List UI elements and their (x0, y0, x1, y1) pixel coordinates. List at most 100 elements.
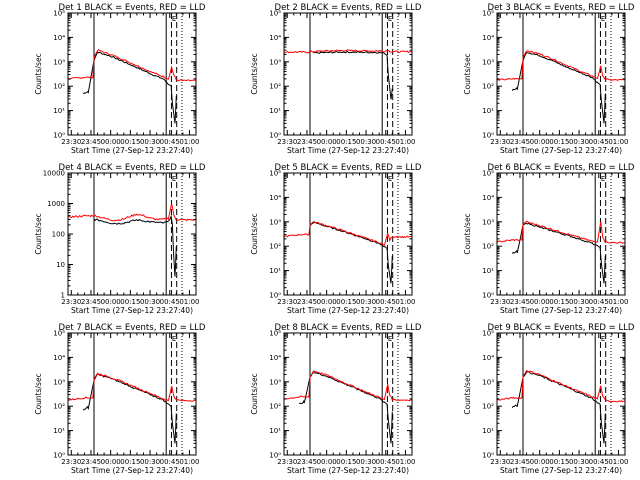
x-axis-label: Start Time (27-Sep-12 23:27:40) (71, 146, 193, 155)
series-group (497, 369, 625, 444)
y-tick-label: 10⁴ (482, 354, 494, 362)
x-tick-label: 00:15 (120, 298, 140, 306)
plot-frame (496, 172, 626, 296)
x-axis-label: Start Time (27-Sep-12 23:27:40) (287, 466, 409, 475)
y-axis-label: Counts/sec (250, 213, 259, 254)
y-tick-label: 10³ (53, 378, 65, 386)
y-tick-label: 10⁰ (53, 132, 65, 140)
y-axis-label: Counts/sec (250, 373, 259, 414)
y-tick-label: 10² (269, 243, 281, 251)
series-line-lld (284, 49, 412, 54)
x-tick-label: 00:45 (589, 138, 609, 146)
series-group (497, 50, 625, 124)
y-tick-label: 10⁴ (269, 354, 281, 362)
y-axis-label: Counts/sec (34, 53, 43, 94)
y-tick-label: 10⁵ (269, 330, 281, 338)
series-line-lld (68, 203, 196, 222)
series-line-events (313, 50, 393, 100)
x-tick-label: 00:30 (569, 458, 589, 466)
plot-frame (283, 332, 413, 456)
x-tick-label: 23:45 (510, 298, 530, 306)
x-tick-label: 01:00 (179, 298, 199, 306)
series-line-lld (68, 372, 196, 402)
series-group (284, 49, 412, 100)
y-tick-label: 10¹ (269, 267, 281, 275)
y-tick-label: 10⁰ (482, 452, 494, 460)
x-axis-label: Start Time (27-Sep-12 23:27:40) (71, 466, 193, 475)
event-flag-label: E (172, 15, 176, 23)
x-tick-label: 01:00 (179, 138, 199, 146)
y-tick-label: 100 (52, 231, 65, 239)
x-tick-label: 00:15 (120, 458, 140, 466)
series-line-lld (68, 49, 196, 82)
chart-panel-4: E 1 10 100 1000 10000 23:30 23:45 00:00 00:15 00:3… (34, 163, 206, 315)
plot-frame (67, 332, 197, 456)
y-tick-label: 10¹ (53, 107, 65, 115)
y-tick-label: 10² (482, 83, 494, 91)
y-tick-label: 10⁵ (269, 170, 281, 178)
y-tick-label: 10⁵ (482, 10, 494, 18)
x-tick-label: 00:00 (317, 138, 337, 146)
x-tick-label: 23:45 (81, 138, 101, 146)
x-tick-label: 01:00 (179, 458, 199, 466)
series-line-lld (497, 220, 625, 245)
event-flag-label: E (388, 175, 392, 183)
x-tick-label: 00:45 (160, 298, 180, 306)
x-axis-label: Start Time (27-Sep-12 23:27:40) (287, 306, 409, 315)
event-flag-label: E (601, 335, 605, 343)
chart-title: Det 9 BLACK = Events, RED = LLD (488, 323, 635, 333)
y-tick-label: 10⁵ (269, 10, 281, 18)
x-tick-label: 00:15 (549, 458, 569, 466)
x-tick-label: 23:45 (297, 138, 317, 146)
series-line-events (82, 373, 177, 444)
plot-frame (496, 12, 626, 136)
x-tick-label: 23:30 (277, 458, 297, 466)
x-tick-label: 00:15 (549, 138, 569, 146)
series-group (68, 372, 196, 444)
y-tick-label: 10⁴ (269, 194, 281, 202)
x-tick-label: 01:00 (395, 138, 415, 146)
y-tick-label: 10³ (269, 58, 281, 66)
y-tick-label: 10² (482, 243, 494, 251)
y-tick-label: 10⁵ (53, 10, 65, 18)
x-axis-label: Start Time (27-Sep-12 23:27:40) (500, 146, 622, 155)
y-tick-label: 10³ (482, 378, 494, 386)
x-tick-label: 00:00 (317, 298, 337, 306)
y-tick-label: 10⁴ (269, 34, 281, 42)
x-tick-label: 00:00 (101, 138, 121, 146)
event-flag-label: E (172, 175, 176, 183)
x-axis-label: Start Time (27-Sep-12 23:27:40) (500, 466, 622, 475)
chart-title: Det 8 BLACK = Events, RED = LLD (275, 323, 422, 333)
event-flag-label: E (388, 15, 392, 23)
y-tick-label: 10¹ (269, 107, 281, 115)
x-tick-label: 00:15 (549, 298, 569, 306)
x-tick-label: 01:00 (608, 458, 628, 466)
event-flag-label: E (172, 335, 176, 343)
x-tick-label: 00:00 (530, 298, 550, 306)
plot-frame (496, 332, 626, 456)
x-tick-label: 00:45 (376, 138, 396, 146)
x-tick-label: 00:30 (569, 298, 589, 306)
chart-title: Det 6 BLACK = Events, RED = LLD (488, 163, 635, 173)
y-tick-label: 10¹ (482, 107, 494, 115)
chart-title: Det 5 BLACK = Events, RED = LLD (275, 163, 422, 173)
y-tick-label: 10⁰ (482, 292, 494, 300)
x-tick-label: 00:45 (589, 298, 609, 306)
x-tick-label: 01:00 (395, 458, 415, 466)
x-tick-label: 23:30 (61, 298, 81, 306)
y-tick-label: 10³ (53, 58, 65, 66)
x-tick-label: 23:45 (297, 458, 317, 466)
y-axis-label: Counts/sec (463, 373, 472, 414)
x-tick-label: 00:15 (120, 138, 140, 146)
x-axis-label: Start Time (27-Sep-12 23:27:40) (500, 306, 622, 315)
y-tick-label: 10⁰ (269, 292, 281, 300)
plot-frame (283, 12, 413, 136)
x-tick-label: 23:45 (81, 298, 101, 306)
y-tick-label: 10¹ (482, 427, 494, 435)
x-tick-label: 00:15 (336, 298, 356, 306)
series-line-events (82, 51, 177, 124)
